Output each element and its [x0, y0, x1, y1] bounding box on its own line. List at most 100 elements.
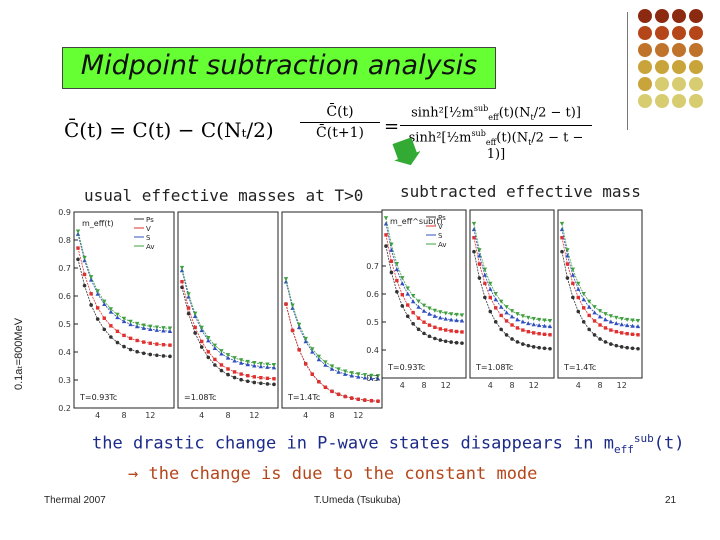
series-line	[385, 218, 463, 316]
data-point	[477, 262, 482, 266]
series-line	[77, 234, 171, 332]
x-tick-label: 4	[95, 411, 100, 420]
x-tick-label: 8	[225, 411, 230, 420]
data-point	[389, 270, 394, 275]
data-point	[349, 371, 354, 376]
data-point	[76, 246, 80, 250]
label-right: subtracted effective mass	[400, 182, 641, 201]
equation-rhs-num: sinh²[½msubeff(t)(Nt/2 − t)]	[400, 104, 592, 126]
bullet-tail: (t)	[653, 433, 685, 454]
y-side-label-text: 0.1aₜ=800MeV	[13, 317, 25, 390]
series-line	[385, 246, 463, 344]
decorative-dot	[672, 43, 686, 57]
decorative-dot	[655, 9, 669, 23]
slide-title: Midpoint subtraction analysis	[80, 50, 478, 81]
legend-entry: S	[438, 232, 443, 240]
data-point	[141, 351, 146, 356]
decorative-dot	[655, 26, 669, 40]
data-point	[454, 340, 459, 345]
data-point	[89, 303, 93, 307]
y-tick-label: 0.7	[366, 262, 379, 271]
y-tick-label: 0.3	[366, 374, 379, 383]
data-point	[180, 279, 184, 284]
y-tick-label: 0.2	[58, 404, 71, 413]
data-point	[630, 323, 635, 328]
data-point	[245, 379, 250, 384]
legend-entry: Av	[438, 241, 447, 249]
y-tick-label: 0.7	[58, 264, 71, 273]
x-tick-label: 4	[199, 411, 204, 420]
data-point	[168, 354, 172, 359]
data-point	[630, 318, 635, 323]
data-point	[349, 373, 354, 378]
decorative-dot-grid	[638, 9, 708, 109]
decorative-dot	[638, 9, 652, 23]
data-point	[272, 377, 276, 381]
chart-title: m_eff^sub(t)	[390, 217, 443, 226]
decorative-dot	[638, 77, 652, 91]
chart-panel-frame	[73, 211, 175, 409]
decorative-dot	[689, 77, 703, 91]
data-point	[192, 313, 198, 318]
decorative-dot	[655, 94, 669, 108]
data-point	[570, 267, 576, 272]
title-box	[62, 47, 496, 89]
data-point	[488, 295, 492, 300]
data-point	[472, 235, 476, 240]
x-tick-label: 8	[597, 381, 602, 390]
x-tick-label: 8	[509, 381, 514, 390]
data-point	[142, 340, 146, 344]
footer-left: Thermal 2007	[44, 495, 106, 506]
series-line	[561, 237, 639, 336]
x-tick-label: 12	[145, 411, 155, 420]
equation-left: C̄(t) = C(t) − C(Nₜ/2)	[64, 118, 274, 142]
y-tick-label: 0.5	[366, 318, 379, 327]
data-point	[384, 244, 388, 248]
data-point	[141, 323, 146, 328]
footer-right: 21	[665, 495, 677, 506]
decorative-dot	[638, 94, 652, 108]
data-point	[576, 281, 581, 286]
data-point	[122, 333, 126, 338]
series-line	[473, 237, 551, 336]
data-point	[565, 262, 570, 266]
panel-temperature-label: T=0.93Tc	[79, 393, 117, 402]
decorative-dot	[638, 60, 652, 74]
data-point	[472, 249, 476, 254]
data-point	[89, 292, 93, 296]
decorative-dot	[672, 9, 686, 23]
data-point	[576, 309, 581, 314]
series-line	[181, 287, 275, 385]
data-point	[482, 267, 488, 272]
x-tick-label: 12	[617, 381, 627, 390]
y-tick-label: 0.4	[58, 348, 71, 357]
decorative-dot	[689, 60, 703, 74]
data-point	[95, 291, 100, 296]
legend-entry: V	[146, 225, 151, 233]
data-point	[271, 362, 277, 367]
decorative-dot	[672, 77, 686, 91]
chart-left: 0.9 0.8 0.7 0.6 0.5 0.4 0.3 0.2 4 8 12 T=0.93Tc m_ef…	[58, 208, 383, 420]
data-point	[400, 304, 405, 308]
data-point	[76, 257, 80, 262]
equation-right-lhs-den: C̄(t+1)	[316, 125, 364, 141]
data-point	[454, 329, 459, 334]
y-tick-label: 0.4	[366, 346, 379, 355]
data-point	[460, 330, 464, 334]
data-point	[548, 333, 552, 337]
data-point	[394, 261, 400, 266]
series-line	[473, 229, 551, 327]
decorative-dot	[655, 77, 669, 91]
data-point	[389, 247, 394, 252]
legend-entry: Av	[146, 243, 155, 251]
data-point	[630, 346, 635, 351]
data-point	[460, 341, 464, 345]
data-point	[636, 346, 640, 351]
equation-left-text: C̄(t) = C(t) − C(Nₜ/2)	[64, 118, 274, 142]
y-tick-label: 0.6	[366, 290, 379, 299]
legend-entry: V	[438, 223, 443, 231]
series-line	[77, 248, 171, 346]
decorative-dot	[689, 26, 703, 40]
data-point	[636, 333, 640, 337]
data-point	[330, 389, 334, 394]
